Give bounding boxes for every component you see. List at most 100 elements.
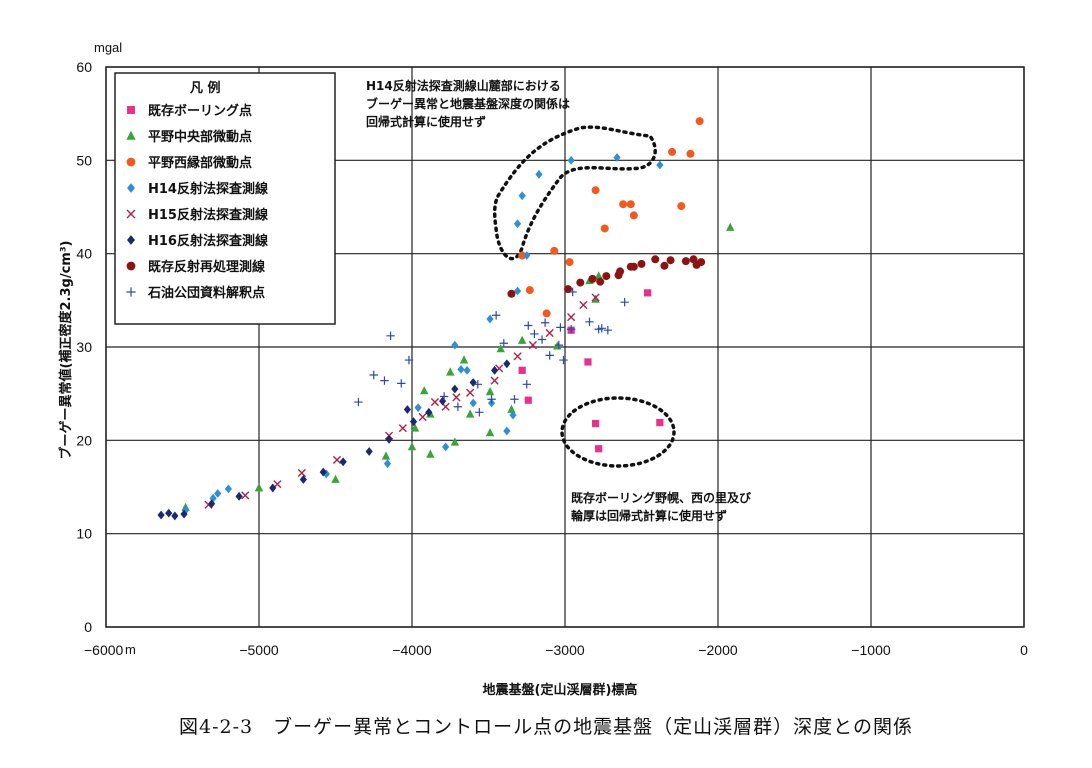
data-point xyxy=(503,359,511,369)
data-point xyxy=(568,287,577,297)
legend-marker xyxy=(127,235,135,245)
x-axis-title: 地震基盤(定山渓層群)標高 xyxy=(483,682,638,698)
data-point xyxy=(585,317,594,326)
data-point xyxy=(404,355,414,365)
data-point xyxy=(354,397,363,407)
data-point xyxy=(556,323,565,332)
data-point xyxy=(439,396,447,406)
data-point xyxy=(518,251,527,260)
data-point xyxy=(499,339,508,348)
data-point xyxy=(596,277,605,286)
legend-box xyxy=(114,72,336,325)
legend-marker xyxy=(126,209,136,219)
x-unit-label: m xyxy=(125,642,136,657)
data-point xyxy=(331,474,340,483)
data-point xyxy=(697,258,706,267)
data-point xyxy=(383,459,392,469)
data-point xyxy=(614,271,623,280)
data-point xyxy=(530,329,539,339)
series-8 xyxy=(354,287,629,417)
data-point xyxy=(466,388,475,397)
data-point xyxy=(475,408,484,417)
data-point xyxy=(523,251,531,260)
scatter-chart: −6000 −5000 −4000 −3000 −2000 −1000 0 0 10 20 30 4… xyxy=(58,40,1028,698)
y-tick-label: 20 xyxy=(76,432,92,448)
legend-label: H14反射法探査測線 xyxy=(148,181,269,197)
legend-label: 平野西縁部微動点 xyxy=(148,155,252,171)
data-point xyxy=(594,325,603,334)
legend-title: 凡 例 xyxy=(190,80,221,96)
data-point xyxy=(459,355,469,364)
data-point xyxy=(397,379,406,388)
y-tick-label: 30 xyxy=(76,339,92,355)
data-point xyxy=(637,259,646,268)
series-7 xyxy=(507,255,706,298)
data-point xyxy=(656,419,664,427)
data-point xyxy=(207,499,216,509)
data-point xyxy=(269,483,277,493)
data-point xyxy=(524,321,533,330)
y-tick-label: 40 xyxy=(76,246,92,262)
x-tick-label: 0 xyxy=(1020,642,1028,658)
data-point xyxy=(576,278,585,287)
data-point xyxy=(603,326,613,335)
figure-caption: 図4-2-3 ブーゲー異常とコントロール点の地震基盤（定山渓層群）深度との関係 xyxy=(179,716,913,738)
data-point xyxy=(564,285,573,294)
data-point xyxy=(241,491,250,500)
data-point xyxy=(398,424,407,433)
data-point xyxy=(410,423,420,432)
data-point xyxy=(473,380,482,389)
legend-marker xyxy=(127,106,135,114)
legend-marker xyxy=(126,287,136,297)
data-point xyxy=(613,153,621,162)
data-point xyxy=(509,410,517,420)
legend-label: 石油公団資料解釈点 xyxy=(147,285,265,301)
x-tick-labels: −6000 −5000 −4000 −3000 −2000 −1000 0 xyxy=(84,642,1028,658)
y-tick-label: 60 xyxy=(76,59,92,75)
data-point xyxy=(513,352,522,361)
data-point xyxy=(386,331,395,340)
data-point xyxy=(584,358,592,366)
data-point xyxy=(554,340,564,350)
data-point xyxy=(522,380,531,389)
data-point xyxy=(420,386,429,395)
data-point xyxy=(550,246,559,255)
legend-marker xyxy=(126,157,136,167)
data-point xyxy=(600,224,609,233)
data-point xyxy=(452,393,461,402)
data-point xyxy=(299,475,307,484)
data-point xyxy=(629,211,638,220)
data-point xyxy=(619,200,628,209)
data-point xyxy=(171,511,179,521)
data-point xyxy=(695,117,704,126)
data-point xyxy=(451,340,459,350)
data-point xyxy=(651,255,660,264)
data-point xyxy=(507,404,516,413)
data-point xyxy=(686,149,695,158)
data-point xyxy=(513,219,522,229)
data-point xyxy=(332,455,342,465)
boring-exclusion-outline xyxy=(560,396,676,468)
data-point xyxy=(559,355,568,365)
data-point xyxy=(157,510,165,520)
data-point xyxy=(450,437,460,446)
data-point xyxy=(595,445,603,453)
data-point xyxy=(297,468,306,478)
x-tick-label: −6000 xyxy=(84,642,124,658)
data-point xyxy=(365,447,373,456)
legend-marker xyxy=(126,261,136,271)
data-point xyxy=(214,489,222,498)
data-point xyxy=(414,403,422,413)
y-tick-label: 10 xyxy=(76,526,92,542)
x-tick-label: −4000 xyxy=(392,642,432,658)
data-point xyxy=(469,398,477,408)
data-points xyxy=(157,117,735,521)
data-point xyxy=(524,396,532,404)
data-point xyxy=(224,484,232,494)
data-point xyxy=(579,300,588,310)
annotation-outlines xyxy=(492,125,676,468)
annotation-boring-line-2: 輪厚は回帰式計算に使用せず xyxy=(571,508,727,523)
data-point xyxy=(517,335,527,344)
data-point xyxy=(339,457,347,467)
y-axis-title: ブーゲー異常値(補正密度2.3g/cm³) xyxy=(58,241,74,460)
